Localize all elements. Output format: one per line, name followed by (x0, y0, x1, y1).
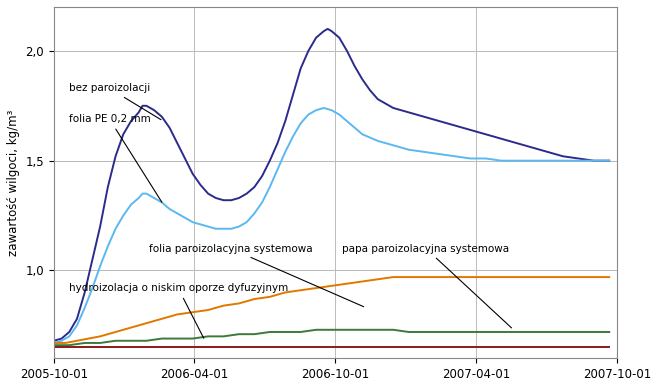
Text: folia PE 0,2 mm: folia PE 0,2 mm (68, 114, 162, 202)
Text: hydroizolacja o niskim oporze dyfuzyjnym: hydroizolacja o niskim oporze dyfuzyjnym (68, 283, 288, 338)
Y-axis label: zawartość wilgoci, kg/m³: zawartość wilgoci, kg/m³ (7, 109, 20, 256)
Text: papa paroizolacyjna systemowa: papa paroizolacyjna systemowa (342, 244, 511, 328)
Text: folia paroizolacyjna systemowa: folia paroizolacyjna systemowa (149, 244, 364, 307)
Text: bez paroizolacji: bez paroizolacji (68, 83, 161, 120)
